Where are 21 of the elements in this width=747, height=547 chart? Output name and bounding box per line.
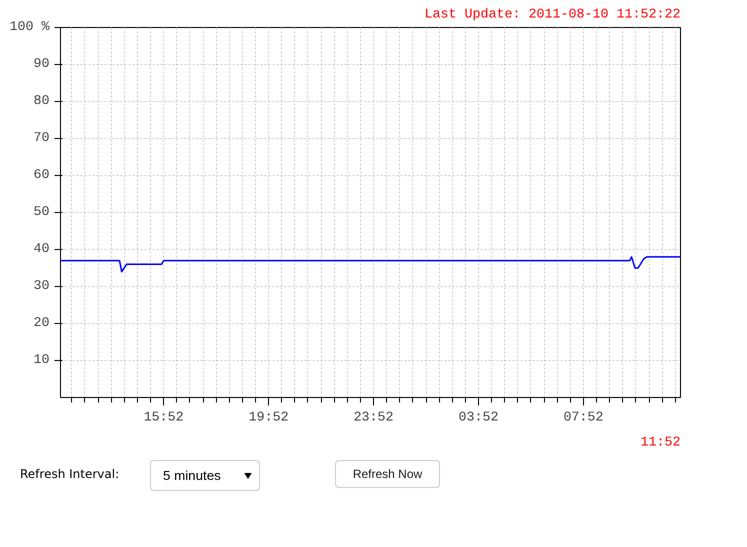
text: Refresh Interval: [20, 466, 120, 483]
x-tick-label: 15:52 [144, 410, 184, 426]
text: Last Update: 2011-08-10 11:52:22 [424, 8, 681, 22]
text: Refresh Now [335, 460, 440, 488]
y-tick-label: 40 [34, 242, 50, 257]
x-tick-label: 23:52 [354, 410, 394, 426]
y-tick-label: 20 [34, 316, 50, 331]
x-tick-label: 19:52 [248, 410, 289, 426]
y-tick-label: 50 [34, 205, 50, 220]
x-tick-label: 07:52 [563, 410, 604, 426]
y-tick-label: 70 [34, 131, 50, 146]
y-tick-label: 30 [34, 279, 50, 294]
y-tick-label: 90 [34, 57, 50, 72]
y-tick-label: 10 [34, 353, 50, 368]
y-tick-label: 80 [34, 94, 50, 109]
y-tick-label: 60 [34, 168, 50, 183]
text: 11:52 [640, 436, 681, 450]
y-tick-label: 100 % [10, 20, 50, 35]
x-tick-label: 03:52 [458, 410, 498, 426]
line-series [60, 256, 680, 272]
text: 5 minutes [150, 460, 260, 492]
